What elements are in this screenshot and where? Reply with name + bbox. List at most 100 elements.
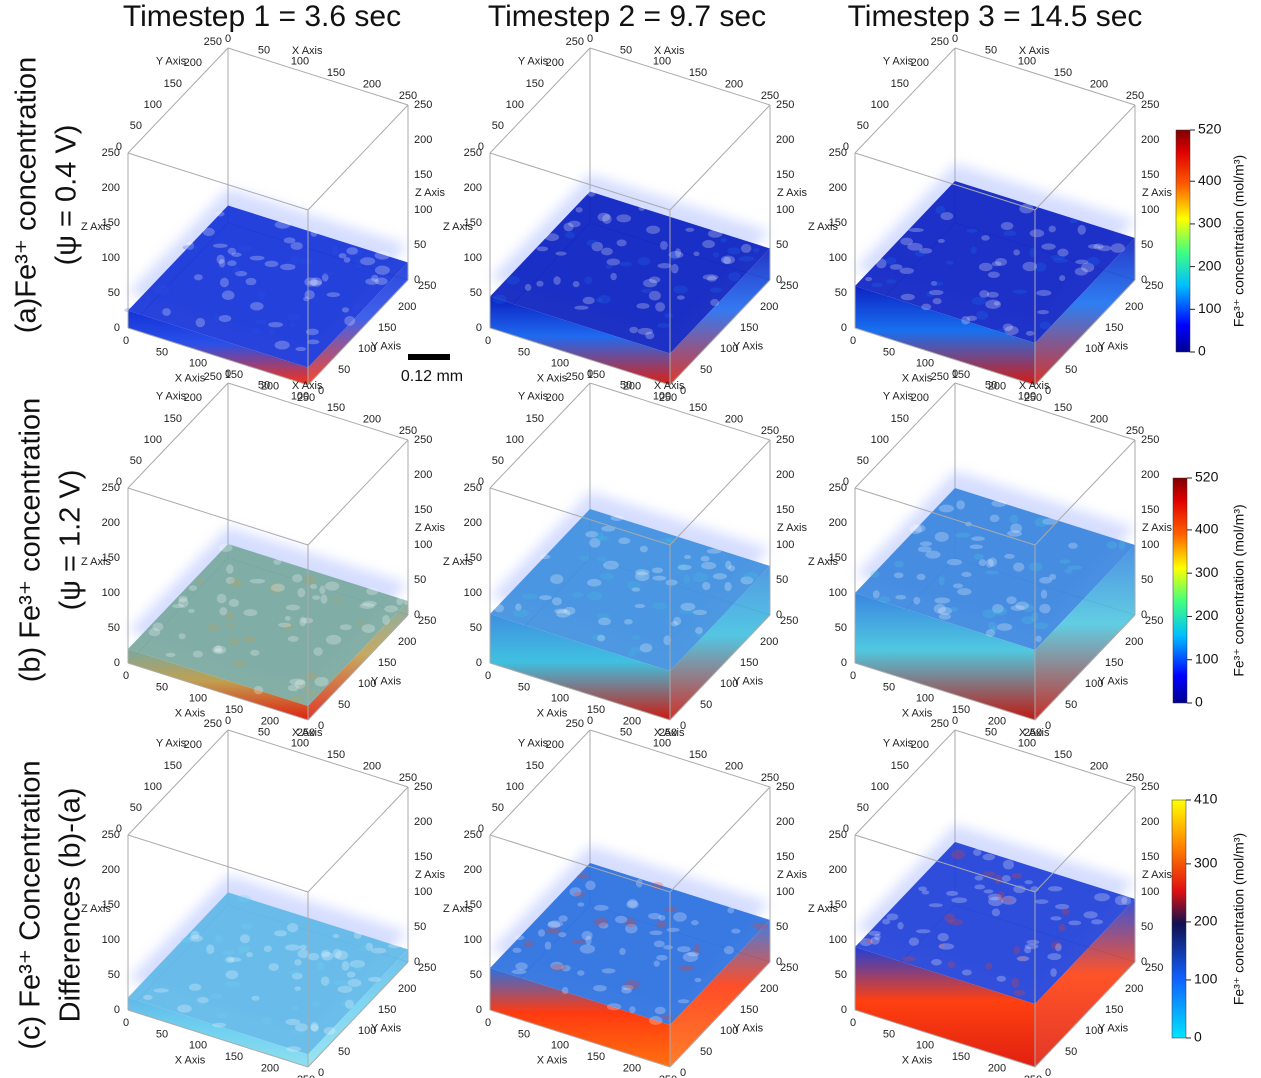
particle <box>937 607 952 615</box>
axis-tick-label: 200 <box>1141 816 1159 828</box>
box-edge <box>489 382 591 489</box>
axis-tick-label: 250 <box>399 90 417 102</box>
particle <box>1093 243 1104 250</box>
axis-title: Z Axis <box>443 556 473 568</box>
particle <box>593 984 607 992</box>
particle <box>695 626 703 634</box>
particle <box>225 970 239 980</box>
particle <box>291 1028 305 1035</box>
axis-tick-label: 200 <box>546 57 564 69</box>
axis-tick-label: 50 <box>985 726 997 738</box>
particle <box>666 927 680 933</box>
axis-tick-label: 0 <box>587 715 593 727</box>
particle <box>752 248 760 253</box>
particle <box>991 500 1007 507</box>
particle <box>341 307 350 313</box>
box-edge <box>489 152 671 211</box>
particle <box>935 205 946 215</box>
particle <box>991 908 1001 917</box>
axis-tick-label: 50 <box>518 346 530 358</box>
particle <box>162 308 171 316</box>
particle <box>569 887 582 897</box>
row-label: (a)Fe³⁺ concentration <box>11 57 43 333</box>
particle <box>1021 616 1035 625</box>
axis-title: X Axis <box>175 1055 206 1067</box>
particle <box>325 634 342 645</box>
box-edge <box>854 662 1036 721</box>
particle <box>225 956 235 964</box>
particle <box>945 260 954 265</box>
particle <box>1040 589 1048 599</box>
particle <box>692 572 709 582</box>
particle <box>900 237 913 246</box>
axis-title: Y Axis <box>733 1023 764 1035</box>
axis-tick-label: 250 <box>780 615 798 627</box>
axis-tick-label: 50 <box>1141 574 1153 586</box>
axis-tick-label: 0 <box>1141 274 1147 286</box>
axis-tick-label: 150 <box>891 78 909 90</box>
particle <box>599 572 615 580</box>
particle <box>944 913 955 923</box>
particle <box>930 280 938 286</box>
particle <box>656 920 667 929</box>
particle <box>1034 899 1049 904</box>
axis-tick-label: 0 <box>850 1017 856 1029</box>
axis-tick-label: 0 <box>841 322 847 334</box>
box-edge <box>489 729 591 836</box>
particle <box>610 272 617 281</box>
particle <box>234 270 248 277</box>
axis-tick-label: 50 <box>258 379 270 391</box>
box-edge <box>489 47 591 154</box>
axis-tick-label: 150 <box>225 1051 243 1063</box>
particle <box>649 930 663 936</box>
volume-panel: 0000005050505050501001001001001001001501… <box>81 33 445 404</box>
axis-title: Y Axis <box>518 56 549 68</box>
particle <box>539 554 551 560</box>
axis-tick-label: 100 <box>871 99 889 111</box>
axis-tick-label: 150 <box>225 369 243 381</box>
particle <box>568 220 581 228</box>
axis-tick-label: 200 <box>776 816 794 828</box>
particle <box>897 921 904 930</box>
axis-tick-label: 100 <box>551 693 569 705</box>
axis-tick-label: 0 <box>1141 956 1147 968</box>
particle <box>1013 562 1025 572</box>
box-edge <box>307 439 409 546</box>
particle <box>365 278 379 285</box>
particle <box>321 951 334 961</box>
particle <box>595 297 603 303</box>
particle <box>214 645 222 652</box>
particle <box>587 188 596 197</box>
particle <box>388 943 401 949</box>
particle <box>728 272 741 282</box>
particle <box>934 531 949 542</box>
axis-tick-label: 100 <box>916 358 934 370</box>
axis-tick-label: 50 <box>620 726 632 738</box>
particle <box>1013 885 1026 894</box>
axis-tick-label: 0 <box>485 1017 491 1029</box>
axis-tick-label: 200 <box>102 182 120 194</box>
particle <box>743 571 759 581</box>
particle <box>969 544 984 549</box>
particle <box>995 258 1007 266</box>
slab-front <box>490 968 670 1067</box>
axis-tick-label: 200 <box>988 716 1006 728</box>
axis-tick-label: 50 <box>985 379 997 391</box>
particle <box>370 947 387 954</box>
particle <box>985 570 1000 575</box>
particle <box>124 307 135 313</box>
axis-tick-label: 50 <box>258 726 270 738</box>
box-edge <box>589 382 771 441</box>
particle <box>752 922 768 930</box>
particle <box>314 676 329 687</box>
box-edge <box>127 487 309 546</box>
box-edge <box>669 439 771 546</box>
axis-tick-label: 200 <box>760 983 778 995</box>
axis-title: Z Axis <box>808 903 838 915</box>
particle <box>331 245 338 255</box>
particle <box>1026 939 1040 945</box>
axis-tick-label: 250 <box>761 425 779 437</box>
particle <box>575 207 583 213</box>
particle <box>1106 541 1118 549</box>
particle <box>971 296 987 306</box>
